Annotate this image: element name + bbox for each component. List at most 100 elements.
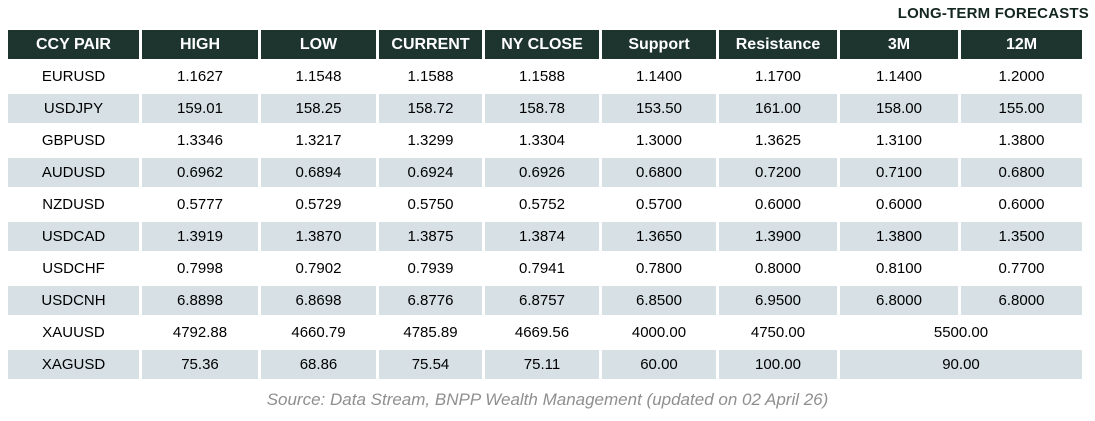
table-row-nzdusd: NZDUSD 0.5777 0.5729 0.5750 0.5752 0.570… [8, 190, 1082, 219]
cell-high: 75.36 [142, 350, 258, 379]
cell-resistance: 1.3625 [719, 126, 837, 155]
cell-support: 60.00 [602, 350, 716, 379]
cell-low: 0.6894 [261, 158, 376, 187]
cell-support: 153.50 [602, 94, 716, 123]
cell-high: 0.5777 [142, 190, 258, 219]
cell-current: 0.5750 [379, 190, 482, 219]
cell-current: 1.3875 [379, 222, 482, 251]
cell-current: 75.54 [379, 350, 482, 379]
cell-low: 1.1548 [261, 62, 376, 91]
cell-12m: 0.6800 [961, 158, 1082, 187]
cell-3m: 0.6000 [840, 190, 958, 219]
cell-pair: USDCNH [8, 286, 139, 315]
cell-pair: GBPUSD [8, 126, 139, 155]
cell-current: 0.7939 [379, 254, 482, 283]
cell-pair: AUDUSD [8, 158, 139, 187]
cell-low: 6.8698 [261, 286, 376, 315]
cell-low: 68.86 [261, 350, 376, 379]
cell-high: 1.3346 [142, 126, 258, 155]
cell-low: 1.3217 [261, 126, 376, 155]
cell-ny-close: 158.78 [485, 94, 599, 123]
cell-resistance: 0.8000 [719, 254, 837, 283]
cell-12m: 1.3500 [961, 222, 1082, 251]
cell-12m: 0.6000 [961, 190, 1082, 219]
cell-ny-close: 75.11 [485, 350, 599, 379]
cell-12m: 155.00 [961, 94, 1082, 123]
header-cell-support: Support [602, 30, 716, 59]
table-row-gbpusd: GBPUSD 1.3346 1.3217 1.3299 1.3304 1.300… [8, 126, 1082, 155]
table-row-audusd: AUDUSD 0.6962 0.6894 0.6924 0.6926 0.680… [8, 158, 1082, 187]
cell-low: 4660.79 [261, 318, 376, 347]
table-row-eurusd: EURUSD 1.1627 1.1548 1.1588 1.1588 1.140… [8, 62, 1082, 91]
header-cell-12m: 12M [961, 30, 1082, 59]
cell-high: 1.3919 [142, 222, 258, 251]
cell-3m: 0.8100 [840, 254, 958, 283]
source-note: Source: Data Stream, BNPP Wealth Managem… [266, 390, 829, 409]
cell-high: 4792.88 [142, 318, 258, 347]
cell-forecast-merged: 5500.00 [840, 318, 1082, 347]
cell-12m: 1.3800 [961, 126, 1082, 155]
cell-current: 6.8776 [379, 286, 482, 315]
cell-3m: 6.8000 [840, 286, 958, 315]
table-row-usdchf: USDCHF 0.7998 0.7902 0.7939 0.7941 0.780… [8, 254, 1082, 283]
cell-resistance: 161.00 [719, 94, 837, 123]
cell-pair: XAGUSD [8, 350, 139, 379]
cell-support: 0.5700 [602, 190, 716, 219]
cell-low: 158.25 [261, 94, 376, 123]
cell-12m: 6.8000 [961, 286, 1082, 315]
cell-resistance: 1.3900 [719, 222, 837, 251]
cell-resistance: 1.1700 [719, 62, 837, 91]
cell-current: 0.6924 [379, 158, 482, 187]
cell-current: 158.72 [379, 94, 482, 123]
header-row: CCY PAIR HIGH LOW CURRENT NY CLOSE Suppo… [8, 30, 1082, 59]
cell-12m: 1.2000 [961, 62, 1082, 91]
cell-support: 0.7800 [602, 254, 716, 283]
long-term-forecasts-label: LONG-TERM FORECASTS [897, 5, 1089, 22]
cell-forecast-merged: 90.00 [840, 350, 1082, 379]
cell-pair: USDCHF [8, 254, 139, 283]
cell-3m: 1.1400 [840, 62, 958, 91]
cell-resistance: 4750.00 [719, 318, 837, 347]
cell-support: 4000.00 [602, 318, 716, 347]
cell-support: 1.3000 [602, 126, 716, 155]
cell-ny-close: 0.7941 [485, 254, 599, 283]
table-row-usdjpy: USDJPY 159.01 158.25 158.72 158.78 153.5… [8, 94, 1082, 123]
cell-low: 0.7902 [261, 254, 376, 283]
cell-current: 1.1588 [379, 62, 482, 91]
cell-pair: NZDUSD [8, 190, 139, 219]
cell-resistance: 100.00 [719, 350, 837, 379]
cell-high: 6.8898 [142, 286, 258, 315]
cell-support: 1.1400 [602, 62, 716, 91]
cell-12m: 0.7700 [961, 254, 1082, 283]
cell-ny-close: 6.8757 [485, 286, 599, 315]
header-cell-low: LOW [261, 30, 376, 59]
cell-ny-close: 1.1588 [485, 62, 599, 91]
cell-resistance: 6.9500 [719, 286, 837, 315]
cell-pair: USDJPY [8, 94, 139, 123]
cell-high: 0.6962 [142, 158, 258, 187]
table-row-usdcad: USDCAD 1.3919 1.3870 1.3875 1.3874 1.365… [8, 222, 1082, 251]
table-row-xagusd: XAGUSD 75.36 68.86 75.54 75.11 60.00 100… [8, 350, 1082, 379]
cell-resistance: 0.6000 [719, 190, 837, 219]
cell-low: 0.5729 [261, 190, 376, 219]
cell-current: 4785.89 [379, 318, 482, 347]
cell-ny-close: 1.3874 [485, 222, 599, 251]
header-cell-3m: 3M [840, 30, 958, 59]
cell-current: 1.3299 [379, 126, 482, 155]
header-cell-current: CURRENT [379, 30, 482, 59]
cell-3m: 158.00 [840, 94, 958, 123]
cell-pair: USDCAD [8, 222, 139, 251]
table-row-xauusd: XAUUSD 4792.88 4660.79 4785.89 4669.56 4… [8, 318, 1082, 347]
cell-ny-close: 0.6926 [485, 158, 599, 187]
header-cell-high: HIGH [142, 30, 258, 59]
cell-low: 1.3870 [261, 222, 376, 251]
cell-support: 0.6800 [602, 158, 716, 187]
header-cell-ny-close: NY CLOSE [485, 30, 599, 59]
cell-support: 6.8500 [602, 286, 716, 315]
cell-3m: 0.7100 [840, 158, 958, 187]
cell-3m: 1.3100 [840, 126, 958, 155]
cell-high: 1.1627 [142, 62, 258, 91]
cell-ny-close: 4669.56 [485, 318, 599, 347]
fx-forecast-table: CCY PAIR HIGH LOW CURRENT NY CLOSE Suppo… [5, 27, 1085, 382]
